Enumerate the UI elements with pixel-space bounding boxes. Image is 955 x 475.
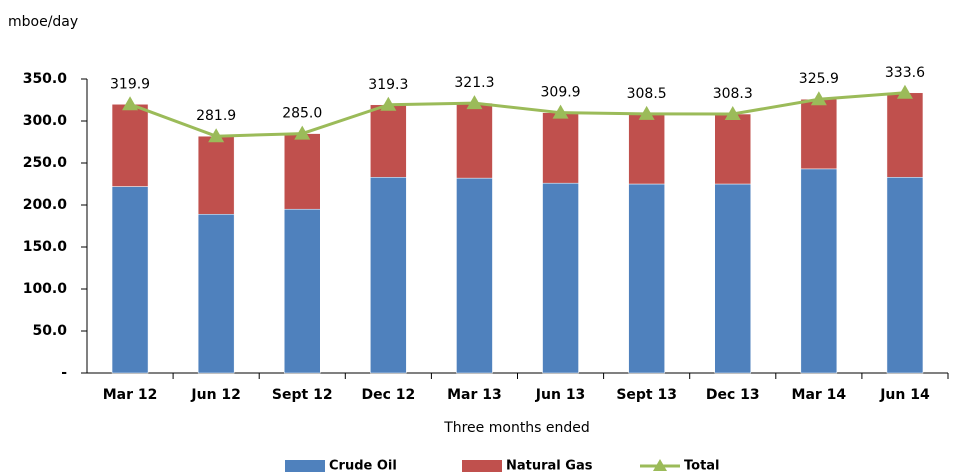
bar (628, 183, 665, 374)
marker (724, 106, 741, 121)
data-label: 321.3 (454, 75, 494, 91)
line (129, 91, 906, 138)
data-label: 325.9 (799, 71, 839, 87)
data-label: 309.9 (541, 85, 581, 101)
x-tick-label: Mar 12 (103, 387, 158, 403)
x-tick-label: Mar 13 (447, 387, 502, 403)
bar (628, 113, 665, 185)
legend-label: Crude Oil (329, 459, 397, 474)
bar (284, 133, 321, 210)
y-tick-label: 100.0 (23, 281, 68, 297)
data-label: 308.3 (713, 86, 753, 102)
x-tick-label: Jun 13 (535, 387, 586, 403)
bar (456, 102, 493, 179)
bar (714, 183, 751, 374)
x-tick-label: Sept 13 (616, 387, 677, 403)
marker (208, 128, 225, 143)
bar (197, 213, 235, 374)
bar (370, 177, 407, 374)
data-label: 308.5 (627, 86, 667, 102)
legend-swatch (653, 459, 667, 471)
bar (284, 208, 321, 374)
y-tick-label: 300.0 (23, 113, 68, 129)
data-label: 281.9 (196, 108, 236, 124)
marker (466, 95, 483, 110)
bar (197, 135, 235, 215)
bar (111, 104, 149, 187)
legend-swatch (462, 460, 502, 472)
x-tick-label: Sept 12 (272, 387, 333, 403)
legend-swatch (285, 460, 325, 472)
bar (456, 177, 493, 374)
y-tick-label: 250.0 (23, 155, 68, 171)
x-tick-label: Jun 12 (190, 387, 241, 403)
marker (638, 105, 655, 120)
bar (370, 104, 407, 178)
marker (896, 84, 913, 99)
data-label: 319.3 (368, 77, 408, 93)
y-tick-label: 350.0 (23, 71, 68, 87)
marker (810, 91, 827, 106)
bar (542, 182, 579, 374)
marker (122, 96, 139, 111)
data-label: 319.9 (110, 76, 150, 92)
bar (886, 177, 924, 374)
x-tick-label: Dec 13 (706, 387, 760, 403)
bar (111, 186, 149, 374)
y-tick-label: 150.0 (23, 239, 68, 255)
data-label: 285.0 (282, 106, 322, 122)
y-tick-label: 200.0 (23, 197, 68, 213)
marker (552, 104, 569, 119)
x-tick-label: Dec 12 (361, 387, 415, 403)
bar (800, 98, 838, 170)
bar (542, 112, 579, 184)
legend-label: Natural Gas (506, 459, 593, 474)
y-axis-label: mboe/day (8, 14, 78, 30)
marker (294, 125, 311, 140)
x-axis-label: Three months ended (443, 420, 590, 436)
x-tick-label: Jun 14 (879, 387, 930, 403)
legend-label: Total (684, 459, 720, 474)
bar (886, 92, 924, 178)
x-tick-label: Mar 14 (792, 387, 847, 403)
y-tick-label: - (61, 365, 67, 381)
y-tick-label: 50.0 (32, 323, 67, 339)
marker (380, 96, 397, 111)
bar (800, 168, 838, 374)
data-label: 333.6 (885, 65, 925, 81)
bar (714, 113, 751, 185)
